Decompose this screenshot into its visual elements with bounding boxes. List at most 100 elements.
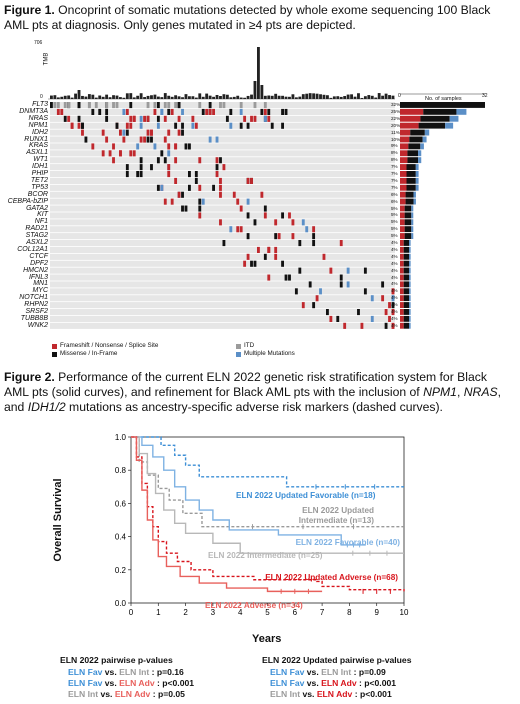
samples-axis-min: 0 (398, 93, 401, 99)
mutation-cell (239, 122, 243, 129)
mutation-cell (229, 122, 233, 129)
tmb-bar (160, 97, 164, 99)
mutation-cell (263, 102, 267, 109)
figure2-caption-label: Figure 2. (4, 370, 55, 384)
mutation-cell (298, 267, 302, 274)
group-b: ELN Adv (316, 689, 353, 699)
freq-bar-missense (403, 240, 410, 246)
x-tick-label: 3 (211, 608, 216, 617)
tmb-bar (388, 95, 391, 99)
group-a: ELN Int (270, 689, 301, 699)
mutation-cell (267, 246, 271, 253)
mutation-cell (84, 136, 88, 143)
freq-bar-frameshift (400, 260, 404, 267)
grid-row (50, 246, 395, 253)
mutation-cell (194, 122, 198, 129)
caption-part: , and (4, 385, 501, 414)
grid-row (50, 191, 395, 198)
legend-label: Multiple Mutations (244, 350, 295, 357)
freq-bar-missense (403, 267, 410, 274)
tmb-bar (250, 94, 253, 99)
mutation-cell (246, 198, 250, 205)
mutation-cell (384, 309, 388, 316)
mutation-cell (181, 108, 184, 115)
freq-bar-missense (410, 129, 425, 136)
mutation-cell (105, 115, 109, 122)
percent-label: 4% (391, 322, 398, 328)
mutation-cell (77, 115, 81, 122)
tmb-bar (308, 93, 312, 99)
mutation-cell (105, 108, 109, 115)
freq-bar-missense (403, 295, 410, 302)
tmb-bar (298, 96, 302, 99)
mutation-cell (219, 184, 222, 191)
group-b: ELN Int (321, 667, 352, 677)
freq-bar-missense (403, 288, 410, 295)
y-axis-title: Overall Survival (52, 478, 64, 562)
freq-bar-multiple (418, 150, 422, 157)
tmb-bar (350, 94, 353, 99)
freq-bar-missense (406, 171, 416, 177)
legend-item: Multiple Mutations (236, 350, 295, 358)
mutation-cell (91, 143, 95, 150)
tmb-bar (50, 95, 53, 99)
oncoprint-grid (50, 102, 395, 329)
percent-label: 22% (391, 115, 401, 121)
freq-bar-multiple (415, 184, 419, 191)
group-a: ELN Int (68, 689, 99, 699)
percent-label: 25% (391, 108, 401, 114)
mutation-cell (263, 205, 267, 212)
survival-curve-4 (131, 436, 405, 592)
mutation-cell (139, 171, 143, 178)
mutation-cell (381, 295, 385, 302)
gene-label: TUBB8B (20, 314, 48, 322)
mutation-cell (208, 136, 212, 143)
tmb-bar (288, 96, 291, 99)
gene-label: DPF2 (30, 259, 48, 267)
mutation-cell (219, 191, 222, 198)
y-tick-label: 0.4 (115, 533, 127, 542)
survival-curve-5 (131, 436, 323, 593)
y-tick-label: 0.6 (115, 499, 127, 508)
freq-bar-missense (423, 108, 457, 115)
freq-bar-missense (405, 191, 414, 198)
figure2-caption-text: Performance of the current ELN 2022 gene… (4, 370, 501, 414)
freq-bar-multiple (413, 198, 416, 205)
mutation-cell (101, 129, 105, 136)
freq-bar-frameshift (400, 184, 407, 191)
mutation-cell (177, 115, 181, 122)
tmb-bar (270, 95, 274, 99)
vs-word: vs. (304, 667, 322, 677)
mutation-cell (322, 253, 326, 260)
mutation-cell (94, 102, 98, 109)
tmb-bar (384, 93, 388, 99)
mutation-cell (260, 191, 264, 198)
tmb-bar (67, 95, 71, 99)
mutation-cell (188, 143, 191, 150)
freq-bar-missense (404, 205, 412, 212)
mutation-cell (205, 108, 209, 115)
grid-row (50, 295, 395, 302)
mutation-cell (167, 171, 171, 178)
pvalue-title: ELN 2022 pairwise p-values (60, 655, 173, 665)
mutation-cell (87, 102, 91, 109)
tmb-bar (363, 96, 367, 99)
mutation-cell (391, 322, 395, 329)
mutation-cell (125, 129, 129, 136)
x-axis-title: Years (252, 633, 282, 645)
mutation-cell (56, 108, 60, 115)
gene-label: NPM1 (28, 121, 48, 129)
tmb-bar (336, 96, 340, 99)
x-tick-label: 9 (374, 608, 379, 617)
grid-row (50, 302, 395, 309)
mutation-cell (198, 212, 202, 219)
grid-row (50, 315, 395, 322)
grid-row (50, 212, 395, 219)
gene-label: TP53 (31, 183, 48, 191)
mutation-cell (188, 184, 191, 191)
mutation-cell (67, 102, 71, 109)
freq-bar-missense (403, 260, 410, 267)
freq-bar-frameshift (400, 164, 407, 170)
mutation-cell (150, 164, 153, 171)
mutation-cell (312, 233, 316, 240)
